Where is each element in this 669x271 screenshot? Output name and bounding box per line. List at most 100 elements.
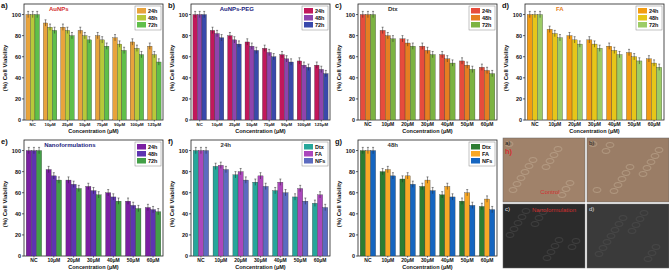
error-bar — [481, 203, 483, 209]
y-axis-label: (%) Cell Viability — [336, 44, 342, 91]
panel: 020406080100(%) Cell ViabilityConcentrat… — [1, 137, 163, 270]
chart-title: 48h — [388, 142, 399, 148]
error-bar — [554, 30, 556, 36]
error-bar — [549, 26, 551, 32]
bar — [646, 59, 651, 120]
y-tick-label: 100 — [12, 148, 21, 154]
cell — [543, 256, 551, 261]
y-tick — [22, 192, 24, 193]
bar — [365, 151, 370, 256]
error-bar — [137, 205, 139, 211]
error-bar — [199, 11, 201, 17]
y-tick-label: 40 — [349, 211, 355, 217]
y-tick-label: 80 — [182, 33, 188, 39]
error-bar — [88, 37, 90, 43]
bar — [51, 176, 56, 256]
image-label: b) — [589, 140, 594, 146]
bar — [572, 40, 577, 120]
cell — [626, 165, 634, 170]
y-tick — [22, 56, 24, 57]
y-tick-label: 100 — [346, 12, 355, 18]
error-bar — [279, 179, 281, 185]
x-tick-label: 30μM — [588, 121, 601, 127]
image-panel: a)Controlb)c)Nanoformulationd)h) — [503, 138, 669, 268]
x-tick-label: 30μM — [421, 121, 434, 127]
bar — [31, 151, 36, 256]
legend-label: 48h — [649, 15, 659, 21]
bar — [245, 42, 250, 120]
y-tick-label: 100 — [513, 12, 522, 18]
error-bar — [461, 198, 463, 204]
error-bar — [119, 41, 121, 47]
y-tick — [356, 234, 358, 235]
y-tick — [22, 35, 24, 36]
x-tick-label: 10μM — [212, 122, 223, 127]
bar — [111, 197, 116, 256]
legend-box — [302, 142, 328, 166]
cell — [572, 239, 580, 244]
x-tick-label: 10μM — [381, 121, 394, 127]
bar — [204, 151, 209, 256]
bar — [157, 62, 162, 120]
error-bar — [648, 56, 650, 62]
error-bar — [97, 32, 99, 38]
error-bar — [638, 58, 640, 64]
bar — [445, 59, 450, 120]
legend-swatch — [304, 151, 313, 157]
y-tick — [22, 14, 24, 15]
figure: 020406080100(%) Cell ViabilityConcentrat… — [0, 0, 669, 271]
x-tick-label: 50μM — [127, 257, 140, 263]
error-bar — [427, 177, 429, 183]
bar — [365, 15, 370, 120]
bar — [632, 57, 637, 120]
error-bar — [203, 11, 205, 17]
error-bar — [529, 11, 531, 17]
x-tick-label: 10μM — [214, 257, 227, 263]
legend-label: 72h — [148, 158, 158, 164]
legend-label: 48h — [482, 15, 492, 21]
y-tick-label: 100 — [346, 148, 355, 154]
error-bar — [58, 177, 60, 183]
panel: 020406080100(%) Cell ViabilityConcentrat… — [335, 1, 497, 134]
legend-label: 24h — [482, 8, 492, 14]
micrograph — [587, 204, 669, 268]
x-tick-label: 60μM — [314, 257, 327, 263]
y-tick-label: 100 — [179, 12, 188, 18]
image-label: c) — [505, 206, 510, 212]
image-caption: Nanoformulation — [532, 207, 576, 213]
error-bar — [294, 194, 296, 200]
error-bar — [491, 206, 493, 212]
error-bar — [303, 62, 305, 68]
bar — [390, 176, 395, 256]
error-bar — [216, 30, 218, 36]
bar — [35, 15, 40, 120]
x-axis-label: Concentration (μM) — [68, 128, 119, 134]
y-tick-label: 80 — [349, 33, 355, 39]
error-bar — [466, 62, 468, 68]
legend-box — [135, 6, 161, 30]
x-tick-label: 60μM — [481, 257, 494, 263]
error-bar — [195, 147, 197, 153]
bar — [479, 67, 484, 120]
legend-swatch — [137, 144, 146, 150]
bar — [315, 65, 320, 120]
micrograph — [587, 138, 669, 202]
panel: 020406080100(%) Cell ViabilityConcentrat… — [1, 1, 163, 134]
cell — [531, 222, 539, 227]
y-tick-label: 0 — [185, 117, 188, 123]
y-tick-label: 60 — [15, 54, 21, 60]
y-tick — [189, 213, 191, 214]
bar — [52, 30, 57, 120]
y-tick — [189, 192, 191, 193]
plot-frame — [24, 140, 163, 256]
legend-label: 72h — [482, 22, 492, 28]
bar — [218, 165, 223, 256]
x-tick-label: 60μM — [147, 257, 160, 263]
chart-title: FA — [556, 6, 564, 12]
y-tick — [356, 213, 358, 214]
bar — [306, 67, 311, 120]
bar — [607, 46, 612, 120]
y-tick-label: 80 — [15, 169, 21, 175]
legend-box — [469, 6, 495, 30]
error-bar — [559, 35, 561, 41]
